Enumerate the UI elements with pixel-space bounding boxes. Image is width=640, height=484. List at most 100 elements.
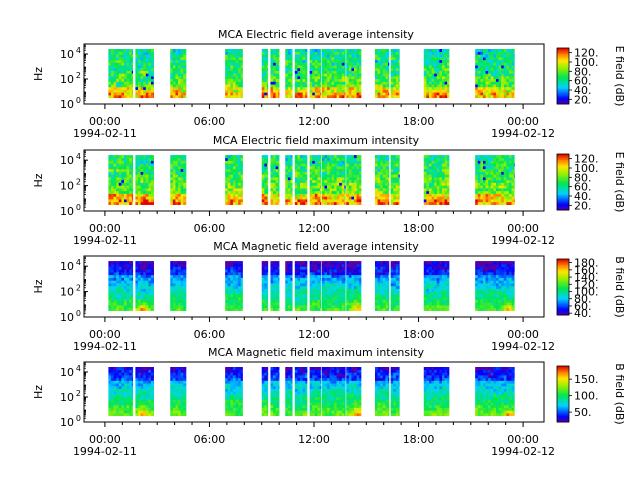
spectrogram-cell [236,68,239,71]
spectrogram-cell [241,63,243,66]
spectrogram-cell [480,163,483,166]
spectrogram-cell [383,76,386,79]
spectrogram-cell [264,180,267,183]
spectrogram-cell [111,158,114,161]
spectrogram-cell [378,52,381,55]
spectrogram-cell [138,191,141,194]
spectrogram-cell [317,264,320,267]
spectrogram-cell [108,155,111,158]
spectrogram-cell [439,194,442,197]
spectrogram-cell [181,283,184,286]
spectrogram-cell [181,95,184,98]
spectrogram-cell [230,68,233,71]
spectrogram-cell [442,87,445,90]
spectrogram-cell [475,63,478,66]
spectrogram-cell [236,272,239,275]
spectrogram-cell [228,95,231,98]
spectrogram-cell [290,278,292,281]
spectrogram-cell [127,185,130,188]
spectrogram-cell [445,174,448,177]
spectrogram-cell [238,305,241,308]
spectrogram-cell [228,172,231,175]
spectrogram-cell [230,183,233,186]
spectrogram-cell [334,49,337,52]
spectrogram-cell [426,177,429,180]
spectrogram-cell [138,158,141,161]
spectrogram-cell [486,76,489,79]
spectrogram-cell [183,161,186,164]
spectrogram-cell [351,180,354,183]
spectrogram-cell [334,163,337,166]
spectrogram-cell [124,183,127,186]
spectrogram-cell [151,82,154,85]
spectrogram-cell [437,177,440,180]
spectrogram-cell [305,291,307,294]
spectrogram-cell [346,180,349,183]
spectrogram-cell [432,54,435,57]
spectrogram-cell [478,71,481,74]
spectrogram-cell [173,49,176,52]
spectrogram-cell [330,161,332,164]
spectrogram-cell [493,185,496,188]
spectrogram-cell [330,169,332,172]
spectrogram-cell [297,196,300,199]
spectrogram-cell [322,158,325,161]
spectrogram-cell [290,269,292,272]
spectrogram-cell [297,302,300,305]
spectrogram-cell [151,261,154,264]
spectrogram-cell [233,196,236,199]
spectrogram-cell [385,174,388,177]
spectrogram-cell [439,174,442,177]
spectrogram-cell [506,52,509,55]
spectrogram-cell [148,68,151,71]
spectrogram-cell [475,87,478,90]
spectrogram-cell [437,76,440,79]
spectrogram-cell [383,84,386,87]
spectrogram-cell [303,52,306,55]
spectrogram-cell [375,172,378,175]
spectrogram-cell [512,65,515,68]
spectrogram-cell [233,161,236,164]
spectrogram-cell [290,76,292,79]
spectrogram-cell [300,261,303,264]
spectrogram-cell [478,194,481,197]
spectrogram-cell [138,166,141,169]
spectrogram-cell [241,60,243,63]
spectrogram-cell [317,92,320,95]
spectrogram-cell [514,68,515,71]
spectrogram-cell [312,289,315,292]
spectrogram-cell [138,172,141,175]
spectrogram-cell [127,289,130,292]
spectrogram-cell [141,166,144,169]
spectrogram-cell [424,163,427,166]
spectrogram-cell [337,161,340,164]
spectrogram-cell [315,169,318,172]
spectrogram-cell [342,172,345,175]
spectrogram-cell [437,52,440,55]
spectrogram-cell [483,183,486,186]
spectrogram-cell [305,264,307,267]
spectrogram-cell [127,174,130,177]
spectrogram-cell [178,191,181,194]
spectrogram-cell [432,180,435,183]
spectrogram-cell [238,68,241,71]
spectrogram-cell [129,308,132,311]
spectrogram-cell [108,297,111,300]
spectrogram-cell [143,57,146,60]
spectrogram-cell [173,291,176,294]
spectrogram-cell [331,177,334,180]
spectrogram-cell [380,191,383,194]
spectrogram-cell [506,163,509,166]
spectrogram-cell [148,300,151,303]
spectrogram-cell [295,194,298,197]
spectrogram-cell [267,289,268,292]
spectrogram-cell [181,183,184,186]
spectrogram-cell [475,188,478,191]
spectrogram-cell [114,294,117,297]
spectrogram-cell [146,278,149,281]
spectrogram-cell [315,49,318,52]
spectrogram-cell [267,65,268,68]
spectrogram-cell [445,161,448,164]
spectrogram-cell [322,267,325,270]
spectrogram-cell [475,172,478,175]
